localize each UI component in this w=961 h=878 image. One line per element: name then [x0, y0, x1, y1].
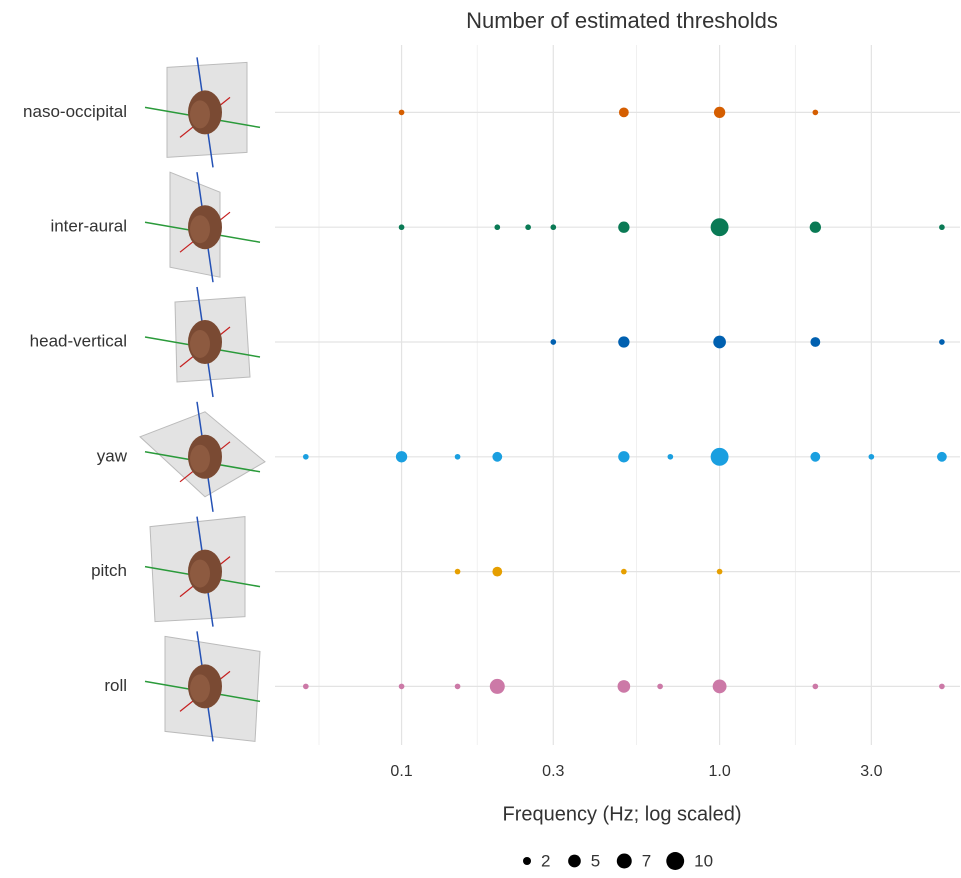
face: [190, 560, 210, 588]
x-axis-label: Frequency (Hz; log scaled): [503, 803, 742, 825]
point: [813, 110, 819, 116]
point: [396, 451, 407, 462]
x-tick-label: 3.0: [860, 763, 882, 780]
x-tick-label: 1.0: [708, 763, 730, 780]
point: [618, 222, 629, 233]
legend-size-key: [568, 855, 581, 868]
head-illustration: [140, 402, 265, 512]
face: [190, 330, 210, 358]
y-tick-label: roll: [104, 676, 127, 695]
point: [939, 339, 945, 345]
point: [303, 684, 309, 690]
point: [668, 454, 674, 460]
point: [810, 452, 820, 462]
legend-size-key: [523, 857, 531, 865]
legend-size-key: [666, 852, 684, 870]
point: [399, 224, 405, 230]
point: [492, 452, 502, 462]
legend-label: 10: [694, 851, 713, 870]
point: [711, 218, 729, 236]
point: [550, 339, 556, 345]
head-illustration: [145, 287, 260, 397]
y-tick-label: pitch: [91, 561, 127, 580]
x-tick-label: 0.1: [390, 763, 412, 780]
face: [190, 100, 210, 128]
chart: Number of estimated thresholds Frequency…: [0, 0, 961, 873]
y-tick-label: head-vertical: [30, 331, 127, 350]
point: [939, 684, 945, 690]
point: [492, 567, 502, 577]
point: [618, 680, 631, 693]
face: [190, 445, 210, 473]
point: [810, 222, 821, 233]
face: [190, 674, 210, 702]
point: [939, 224, 945, 230]
legend-label: 7: [642, 851, 651, 870]
y-tick-label: yaw: [97, 446, 128, 465]
point: [494, 224, 500, 230]
head-illustration: [145, 517, 260, 627]
point: [490, 679, 505, 694]
point: [657, 684, 663, 690]
point: [303, 454, 309, 460]
point: [455, 454, 461, 460]
legend-label: 5: [591, 851, 600, 870]
point: [525, 224, 531, 230]
point: [399, 684, 405, 690]
point: [713, 679, 727, 693]
head-illustration: [145, 57, 260, 167]
point: [717, 569, 723, 575]
point: [550, 224, 556, 230]
legend-size-key: [617, 854, 632, 869]
y-tick-label: inter-aural: [50, 217, 127, 236]
point: [810, 337, 820, 347]
point: [714, 107, 725, 118]
head-illustration: [145, 172, 260, 282]
point: [711, 448, 729, 466]
point: [455, 569, 461, 575]
point: [618, 451, 629, 462]
point: [619, 107, 629, 117]
legend-label: 2: [541, 851, 550, 870]
x-tick-label: 0.3: [542, 763, 564, 780]
point: [399, 110, 405, 116]
point: [455, 684, 461, 690]
chart-title: Number of estimated thresholds: [466, 8, 778, 33]
point: [713, 336, 726, 349]
point: [618, 336, 629, 347]
point: [621, 569, 627, 575]
point: [937, 452, 947, 462]
head-illustration: [145, 631, 260, 741]
y-tick-label: naso-occipital: [23, 102, 127, 121]
point: [813, 684, 819, 690]
face: [190, 215, 210, 243]
point: [869, 454, 875, 460]
